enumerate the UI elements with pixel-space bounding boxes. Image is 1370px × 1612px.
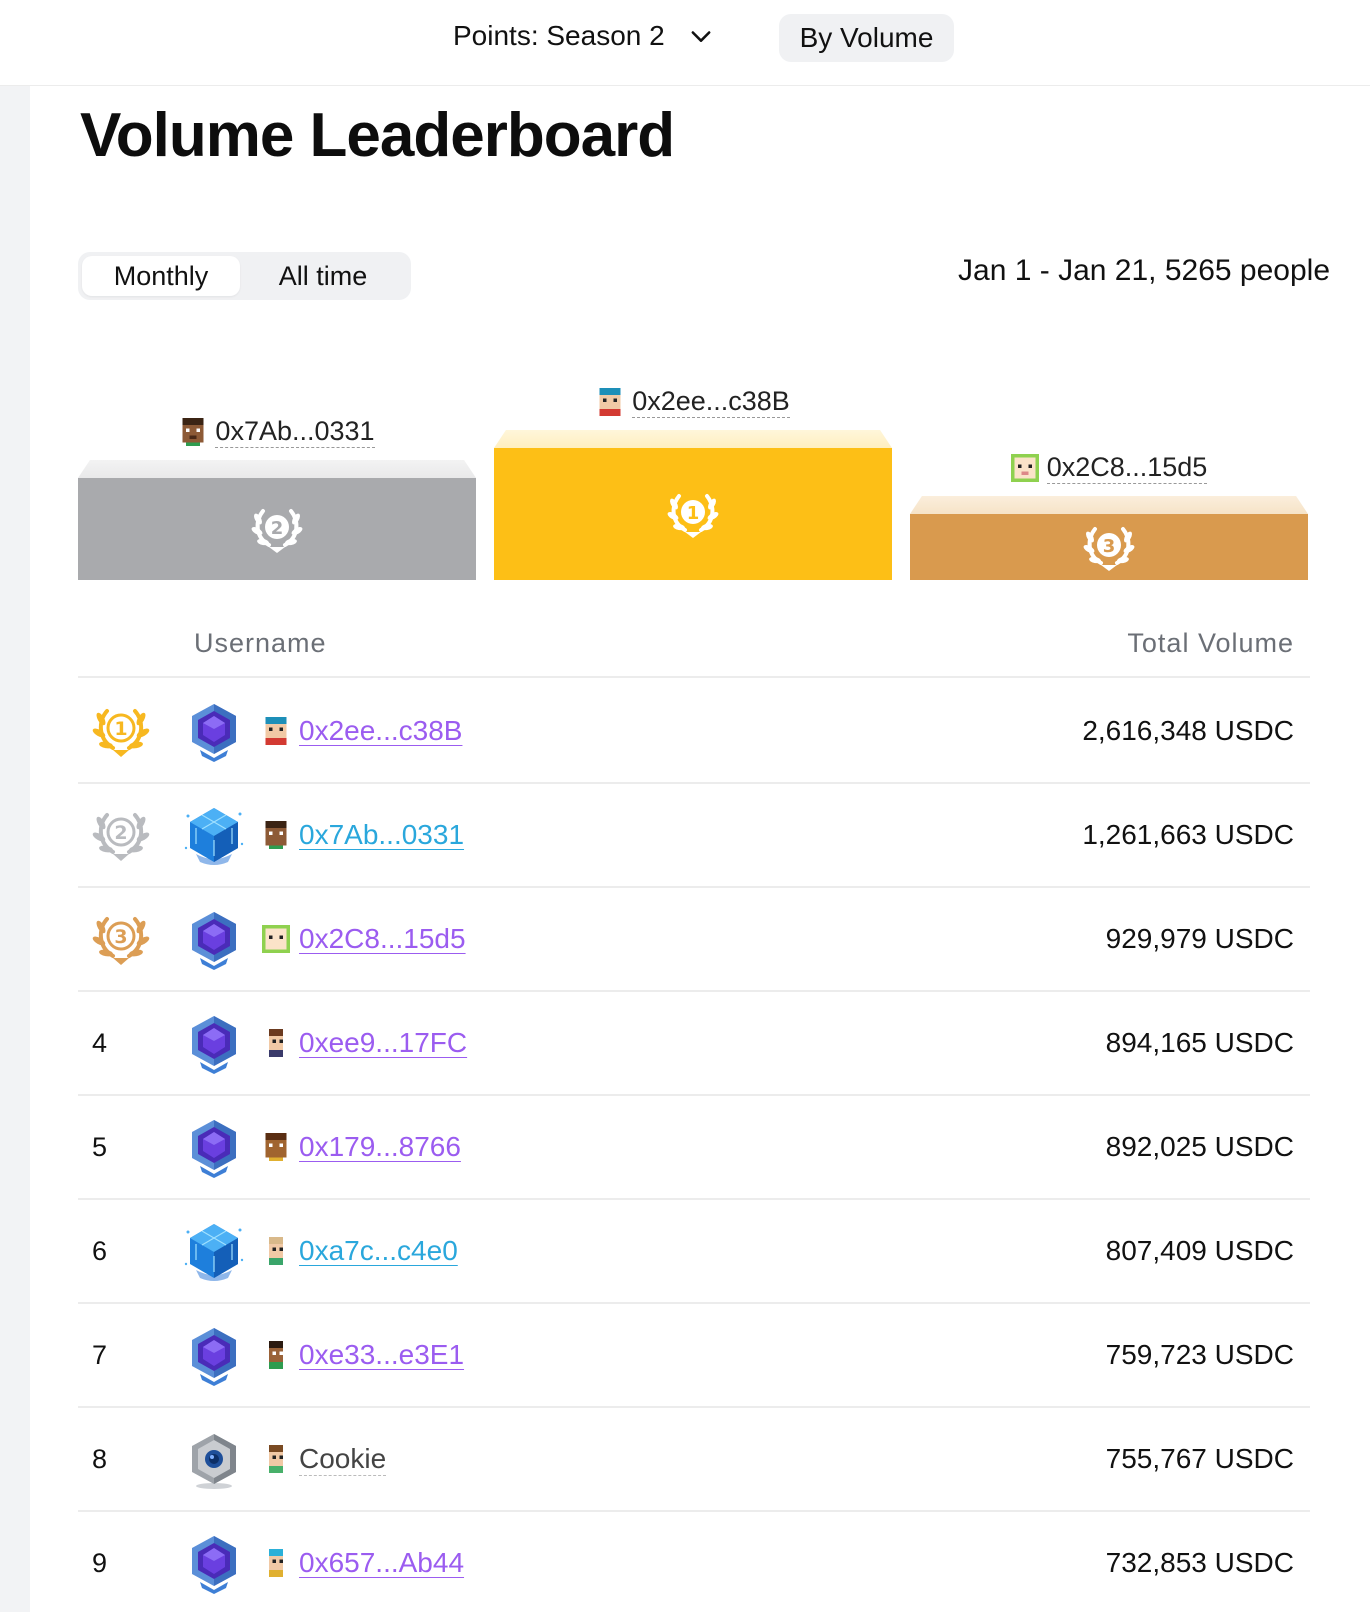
rank-number: 9: [92, 1547, 108, 1578]
tab-all-time[interactable]: All time: [278, 260, 368, 291]
blue-cube-badge-icon: [184, 808, 244, 865]
date-range: Jan 1 - Jan 21, 5265 people: [958, 254, 1330, 287]
total-volume: 929,979 USDC: [1105, 923, 1294, 954]
username-text: Cookie: [299, 1442, 387, 1476]
podium-second-top: [78, 460, 476, 478]
username-link[interactable]: 0xa7c...c4e0: [299, 1235, 458, 1266]
purple-hex-badge-icon: [192, 1328, 236, 1386]
avatar-icon: [599, 388, 621, 416]
rank-number: 6: [92, 1235, 108, 1266]
total-volume: 2,616,348 USDC: [1082, 715, 1294, 746]
podium-first: 0x2ee...c38B 1: [494, 386, 892, 580]
total-volume: 894,165 USDC: [1105, 1027, 1294, 1058]
podium-second-block: 2: [78, 478, 476, 580]
silver-laurel-icon: 2: [92, 813, 150, 861]
total-volume: 892,025 USDC: [1105, 1131, 1294, 1162]
username-link[interactable]: 0xe33...e3E1: [299, 1339, 465, 1370]
top-bar: Points: Season 2 By Volume: [0, 0, 1370, 86]
medal-rank: 1: [114, 718, 127, 740]
podium-third-place: 3: [1103, 536, 1116, 557]
purple-hex-badge-icon: [192, 1016, 236, 1074]
avatar-icon: [269, 1029, 283, 1057]
gold-laurel-icon: 1: [92, 709, 150, 757]
avatar-icon: [269, 1341, 283, 1369]
avatar-icon: [182, 418, 204, 446]
avatar-icon: [265, 1133, 287, 1161]
rank-number: 8: [92, 1443, 108, 1474]
podium-first-user[interactable]: 0x2ee...c38B: [494, 386, 892, 418]
podium-third-user[interactable]: 0x2C8...15d5: [910, 452, 1308, 484]
table-row[interactable]: 3 0x2C8...15d5 929,979 USDC: [78, 888, 1310, 992]
bronze-laurel-icon: 3: [92, 917, 150, 965]
purple-hex-badge-icon: [192, 704, 236, 762]
rank-number: 7: [92, 1339, 108, 1370]
podium-second-name: 0x7Ab...0331: [215, 416, 375, 448]
podium-third-top: [910, 496, 1308, 514]
podium-second-place: 2: [271, 518, 284, 539]
table-row[interactable]: 7 0xe33...e3E1 759,723 USDC: [78, 1304, 1310, 1408]
podium-first-block: 1: [494, 448, 892, 580]
avatar-icon: [262, 925, 290, 953]
username-link[interactable]: 0x2C8...15d5: [299, 923, 466, 954]
season-label: Points: Season 2: [453, 20, 665, 51]
tab-monthly[interactable]: Monthly: [82, 256, 240, 296]
avatar-icon: [265, 717, 287, 745]
username-link[interactable]: 0x7Ab...0331: [299, 819, 465, 850]
laurel-icon: 3: [1083, 527, 1135, 571]
table-row[interactable]: 8 Cookie 755,767 USDC: [78, 1408, 1310, 1512]
podium-second-user[interactable]: 0x7Ab...0331: [78, 416, 476, 448]
laurel-icon: 1: [667, 494, 719, 538]
podium-first-top: [494, 430, 892, 448]
purple-hex-badge-icon: [192, 1536, 236, 1594]
leaderboard-panel: Volume Leaderboard Monthly All time Jan …: [30, 86, 1370, 1612]
username-link[interactable]: 0x2ee...c38B: [299, 715, 463, 746]
avatar-icon: [265, 821, 287, 849]
table-row[interactable]: 5 0x179...8766 892,025 USDC: [78, 1096, 1310, 1200]
medal-rank: 2: [114, 822, 127, 844]
by-volume-button[interactable]: By Volume: [779, 14, 954, 62]
podium-third: 0x2C8...15d5 3: [910, 452, 1308, 580]
username-link[interactable]: 0x657...Ab44: [299, 1547, 465, 1578]
podium-first-name: 0x2ee...c38B: [632, 386, 790, 418]
table-row[interactable]: 4 0xee9...17FC 894,165 USDC: [78, 992, 1310, 1096]
table-row[interactable]: 6 0xa7c...c4e0 807,409 USDC: [78, 1200, 1310, 1304]
table-row[interactable]: 1 0x2ee...c38B 2,616,348 USDC: [78, 680, 1310, 784]
username-link[interactable]: 0x179...8766: [299, 1131, 461, 1162]
avatar-icon: [1010, 454, 1039, 482]
podium-second: 0x7Ab...0331 2: [78, 416, 476, 580]
table-header: Username Total Volume: [78, 622, 1310, 678]
table-row[interactable]: 9 0x657...Ab44 732,853 USDC: [78, 1512, 1310, 1612]
total-volume: 1,261,663 USDC: [1082, 819, 1294, 850]
medal-rank: 3: [114, 926, 127, 948]
period-toggle: Monthly All time: [78, 252, 411, 300]
rank-number: 4: [92, 1027, 108, 1058]
chevron-down-icon: [691, 31, 711, 42]
username-link[interactable]: 0xee9...17FC: [299, 1027, 468, 1058]
username-link[interactable]: Cookie: [299, 1408, 387, 1510]
avatar-icon: [269, 1549, 283, 1577]
podium-first-place: 1: [687, 503, 700, 524]
season-selector[interactable]: Points: Season 2: [453, 20, 715, 52]
total-volume: 759,723 USDC: [1105, 1339, 1294, 1370]
total-volume: 807,409 USDC: [1105, 1235, 1294, 1266]
avatar-icon: [269, 1237, 283, 1265]
total-volume: 732,853 USDC: [1105, 1547, 1294, 1578]
column-username: Username: [194, 628, 327, 658]
column-total-volume[interactable]: Total Volume: [1127, 628, 1294, 658]
purple-hex-badge-icon: [192, 1120, 236, 1178]
total-volume: 755,767 USDC: [1105, 1443, 1294, 1474]
purple-hex-badge-icon: [192, 912, 236, 970]
silver-hex-badge-icon: [192, 1434, 236, 1489]
podium-third-block: 3: [910, 514, 1308, 580]
rank-number: 5: [92, 1131, 108, 1162]
blue-cube-badge-icon: [184, 1224, 244, 1281]
table-row[interactable]: 2 0x7Ab...0331 1,261,663 USDC: [78, 784, 1310, 888]
page-title: Volume Leaderboard: [80, 101, 675, 170]
podium-third-name: 0x2C8...15d5: [1046, 452, 1208, 484]
laurel-icon: 2: [251, 509, 303, 553]
avatar-icon: [269, 1445, 283, 1473]
